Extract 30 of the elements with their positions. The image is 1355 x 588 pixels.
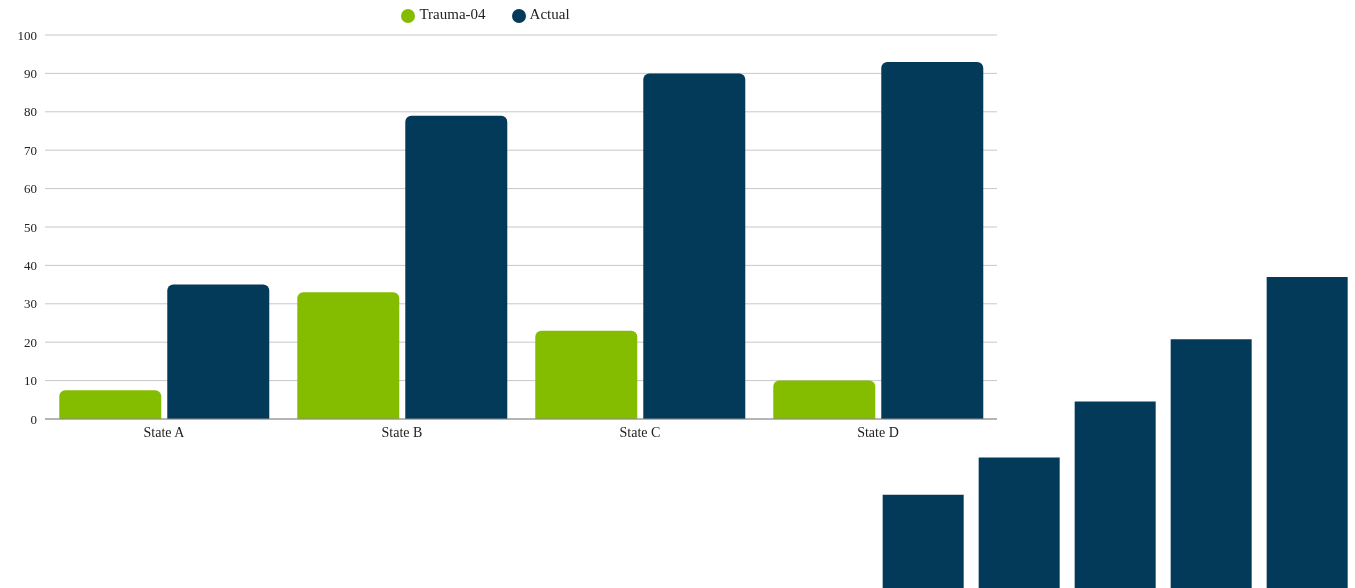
bar bbox=[978, 457, 1060, 588]
bar bbox=[297, 292, 400, 419]
y-tick-label: 10 bbox=[24, 373, 37, 389]
bar bbox=[59, 390, 162, 419]
y-tick-label: 40 bbox=[24, 258, 37, 274]
x-tick-label: State C bbox=[619, 424, 661, 440]
bar bbox=[535, 330, 638, 419]
legend-label: Trauma-04 bbox=[419, 6, 486, 22]
bar bbox=[881, 61, 984, 419]
y-tick-label: 60 bbox=[24, 181, 37, 197]
y-tick-label: 20 bbox=[24, 334, 37, 350]
x-tick-label: State D bbox=[857, 424, 899, 440]
x-tick-label: State B bbox=[381, 424, 423, 440]
x-tick-label: State A bbox=[143, 424, 186, 440]
bar bbox=[405, 115, 508, 419]
bar bbox=[167, 284, 270, 419]
bar bbox=[773, 380, 876, 419]
y-tick-label: 30 bbox=[24, 296, 37, 312]
legend-label: Actual bbox=[529, 6, 570, 22]
y-tick-label: 100 bbox=[17, 27, 37, 43]
bar bbox=[1266, 277, 1348, 588]
y-tick-label: 80 bbox=[24, 104, 37, 120]
bar bbox=[643, 73, 746, 419]
y-tick-label: 90 bbox=[24, 66, 37, 82]
y-tick-label: 50 bbox=[24, 219, 37, 235]
bar bbox=[1074, 401, 1156, 588]
y-tick-label: 0 bbox=[30, 411, 37, 427]
bar bbox=[882, 494, 964, 588]
bar bbox=[1170, 339, 1252, 588]
y-tick-label: 70 bbox=[24, 142, 37, 158]
